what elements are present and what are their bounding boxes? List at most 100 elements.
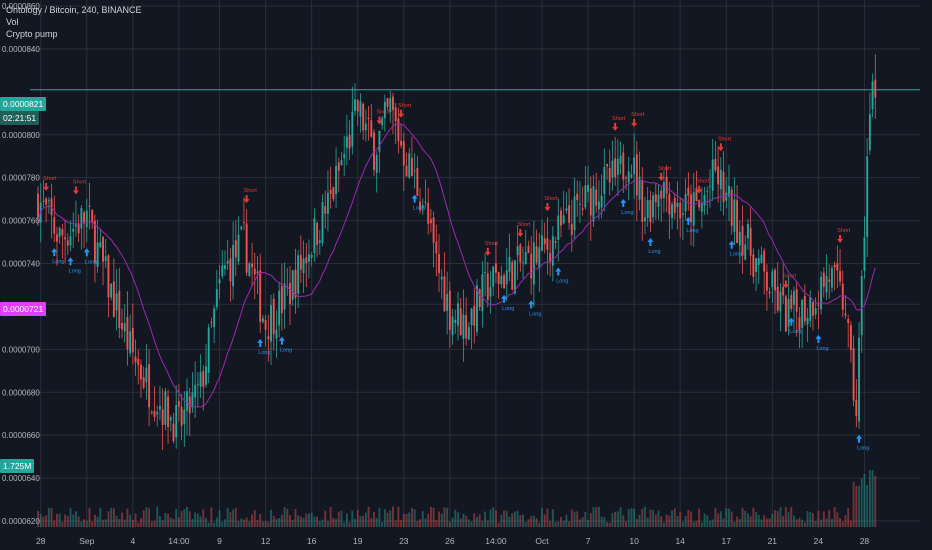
candle-body (324, 206, 327, 214)
volume-bar (462, 513, 465, 527)
volume-bar (646, 517, 649, 527)
candle-body (408, 153, 411, 178)
candle-body (476, 285, 478, 332)
short-signal-arrow (544, 203, 551, 212)
volume-bar (153, 520, 156, 527)
volume-bar (465, 515, 468, 527)
candle-body (733, 199, 736, 232)
candle-body (191, 392, 194, 408)
candle-body (329, 189, 332, 194)
candle-body (627, 171, 630, 183)
candle-body (275, 329, 278, 339)
candle-body (538, 247, 541, 269)
volume-bar (554, 522, 557, 527)
volume-bar (381, 522, 384, 527)
candle-body (630, 174, 633, 178)
volume-bar (64, 514, 67, 527)
candle-body (801, 299, 804, 328)
candle-body (359, 101, 362, 117)
volume-bar (205, 517, 207, 527)
candle-body (123, 323, 126, 332)
volume-bar (213, 522, 216, 527)
indicator-crypto-pump-label[interactable]: Crypto pump (6, 29, 58, 39)
candle-body (687, 187, 690, 196)
volume-bar (532, 515, 535, 527)
candle-body (153, 410, 156, 417)
candle-body (814, 308, 817, 315)
volume-bar (578, 519, 581, 527)
candle-body (489, 287, 492, 297)
volume-bar (690, 511, 692, 527)
candle-body (148, 364, 151, 408)
short-signal-label: Short (718, 136, 732, 142)
volume-bar (616, 511, 619, 527)
candle-body (662, 182, 665, 199)
volume-bar (841, 521, 844, 527)
volume-bar (199, 516, 202, 527)
volume-bar (137, 522, 140, 527)
volume-bar (329, 507, 332, 527)
volume-bar (736, 516, 739, 527)
candle-body (183, 409, 186, 425)
volume-bar (803, 522, 806, 527)
candle-body (218, 279, 221, 284)
volume-bar (50, 507, 53, 527)
candle-body (787, 299, 790, 327)
x-tick-label: Sep (79, 536, 94, 546)
volume-bar (852, 481, 855, 527)
volume-bar (467, 519, 470, 527)
volume-bar (719, 511, 722, 527)
volume-bar (765, 518, 768, 527)
candle-body (649, 200, 652, 223)
candle-body (245, 223, 248, 273)
candle-body (294, 269, 297, 298)
candle-body (581, 208, 584, 210)
candle-body (473, 305, 476, 326)
volume-bar (522, 514, 524, 527)
volume-bar (226, 508, 229, 527)
volume-value-tag: 1.725M (0, 459, 35, 473)
long-signal-label: Long (556, 278, 568, 284)
candle-body (110, 283, 113, 298)
candle-body (557, 215, 560, 240)
volume-bar (530, 516, 533, 527)
y-tick-label: 0.0000620 (2, 517, 40, 526)
candle-body (137, 359, 140, 366)
volume-bar (565, 514, 568, 527)
volume-bar (169, 517, 172, 527)
candle-body (261, 318, 264, 322)
candle-body (210, 322, 213, 324)
volume-bar (39, 513, 42, 527)
volume-bar (839, 518, 842, 527)
volume-bar (551, 509, 554, 527)
volume-bar (584, 511, 587, 527)
candle-body (310, 254, 313, 258)
volume-bar (446, 507, 449, 527)
volume-bar (500, 514, 503, 527)
candle-body (56, 234, 58, 242)
candle-body (681, 213, 684, 215)
x-tick-label: 24 (814, 536, 824, 546)
candle-body (169, 417, 172, 421)
volume-bar (240, 518, 243, 527)
short-signal-arrow (484, 247, 491, 256)
volume-bar (413, 509, 416, 527)
volume-bar (695, 520, 698, 527)
indicator-vol-label[interactable]: Vol (6, 17, 19, 27)
volume-bar (679, 512, 682, 527)
volume-bar (256, 520, 259, 527)
candle-body (511, 262, 514, 290)
candle-body (58, 227, 61, 237)
candle-body (85, 210, 88, 228)
volume-bar (56, 513, 58, 527)
candle-body (305, 257, 308, 264)
volume-bar (549, 520, 552, 527)
volume-bar (359, 515, 362, 527)
volume-bar (592, 507, 595, 527)
candle-body (560, 210, 562, 226)
candle-body (635, 154, 638, 196)
volume-bar (874, 475, 877, 527)
candle-body (392, 96, 394, 111)
